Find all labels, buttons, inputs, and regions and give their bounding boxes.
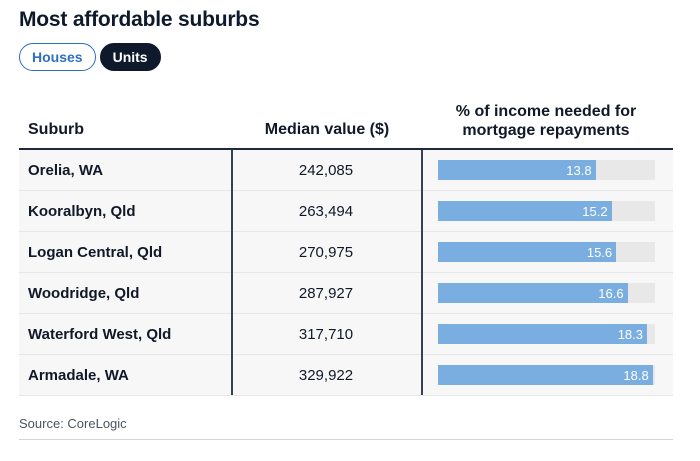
income-percent-bar: 18.8 [438,365,653,385]
median-value-cell: 263,494 [298,202,354,220]
column-divider [231,150,233,395]
median-value-cell: 287,927 [298,284,354,302]
income-percent-cell: 18.8 [422,355,673,395]
column-header-income-percent-line1: % of income needed for [455,103,637,120]
income-percent-label: 18.3 [617,326,643,342]
income-percent-cell: 18.3 [422,314,673,354]
column-divider [421,150,423,395]
income-percent-label: 15.2 [582,203,608,219]
suburb-cell: Logan Central, Qld [28,243,163,261]
median-value-cell: 242,085 [298,161,354,179]
suburb-cell: Armadale, WA [28,366,129,384]
income-percent-bar: 13.8 [438,160,596,180]
suburb-cell: Kooralbyn, Qld [28,202,136,220]
income-percent-bar: 18.3 [438,324,647,344]
income-percent-cell: 15.6 [422,232,673,272]
table-row: Orelia, WA 242,085 13.8 [19,150,673,191]
income-percent-cell: 16.6 [422,273,673,313]
income-percent-bar-track: 18.8 [438,365,655,385]
income-percent-bar-track: 16.6 [438,283,655,303]
suburb-cell: Waterford West, Qld [28,325,172,343]
column-header-income-percent: % of income needed for mortgage repaymen… [426,102,666,140]
income-percent-cell: 13.8 [422,150,673,190]
income-percent-bar: 15.2 [438,201,612,221]
column-header-income-percent-line2: mortgage repayments [462,122,630,139]
income-percent-cell: 15.2 [422,191,673,231]
table-row: Kooralbyn, Qld 263,494 15.2 [19,191,673,232]
page-title: Most affordable suburbs [19,8,260,31]
income-percent-label: 13.8 [566,162,592,178]
income-percent-bar: 16.6 [438,283,628,303]
table-row: Woodridge, Qld 287,927 16.6 [19,273,673,314]
footer-divider [19,439,673,440]
income-percent-bar-track: 15.6 [438,242,655,262]
median-value-cell: 317,710 [298,325,354,343]
median-value-cell: 329,922 [298,366,354,384]
suburb-cell: Woodridge, Qld [28,284,140,302]
median-value-cell: 270,975 [298,243,354,261]
income-percent-label: 18.8 [623,367,649,383]
income-percent-bar-track: 15.2 [438,201,655,221]
property-type-toggle: Houses Units [19,43,161,71]
income-percent-label: 16.6 [598,285,624,301]
table-row: Logan Central, Qld 270,975 15.6 [19,232,673,273]
income-percent-bar: 15.6 [438,242,617,262]
source-note: Source: CoreLogic [19,416,127,431]
header-divider [19,148,673,150]
houses-toggle-button[interactable]: Houses [19,43,96,71]
income-percent-bar-track: 13.8 [438,160,655,180]
table-row: Armadale, WA 329,922 18.8 [19,355,673,396]
column-header-suburb: Suburb [28,121,84,138]
income-percent-label: 15.6 [586,244,613,260]
table-row: Waterford West, Qld 317,710 18.3 [19,314,673,355]
suburbs-table: Orelia, WA 242,085 13.8 Kooralbyn, Qld 263,4… [19,150,673,396]
column-header-median-value: Median value ($) [264,121,390,138]
units-toggle-button[interactable]: Units [99,43,161,71]
income-percent-bar-track: 18.3 [438,324,655,344]
suburb-cell: Orelia, WA [28,161,104,179]
